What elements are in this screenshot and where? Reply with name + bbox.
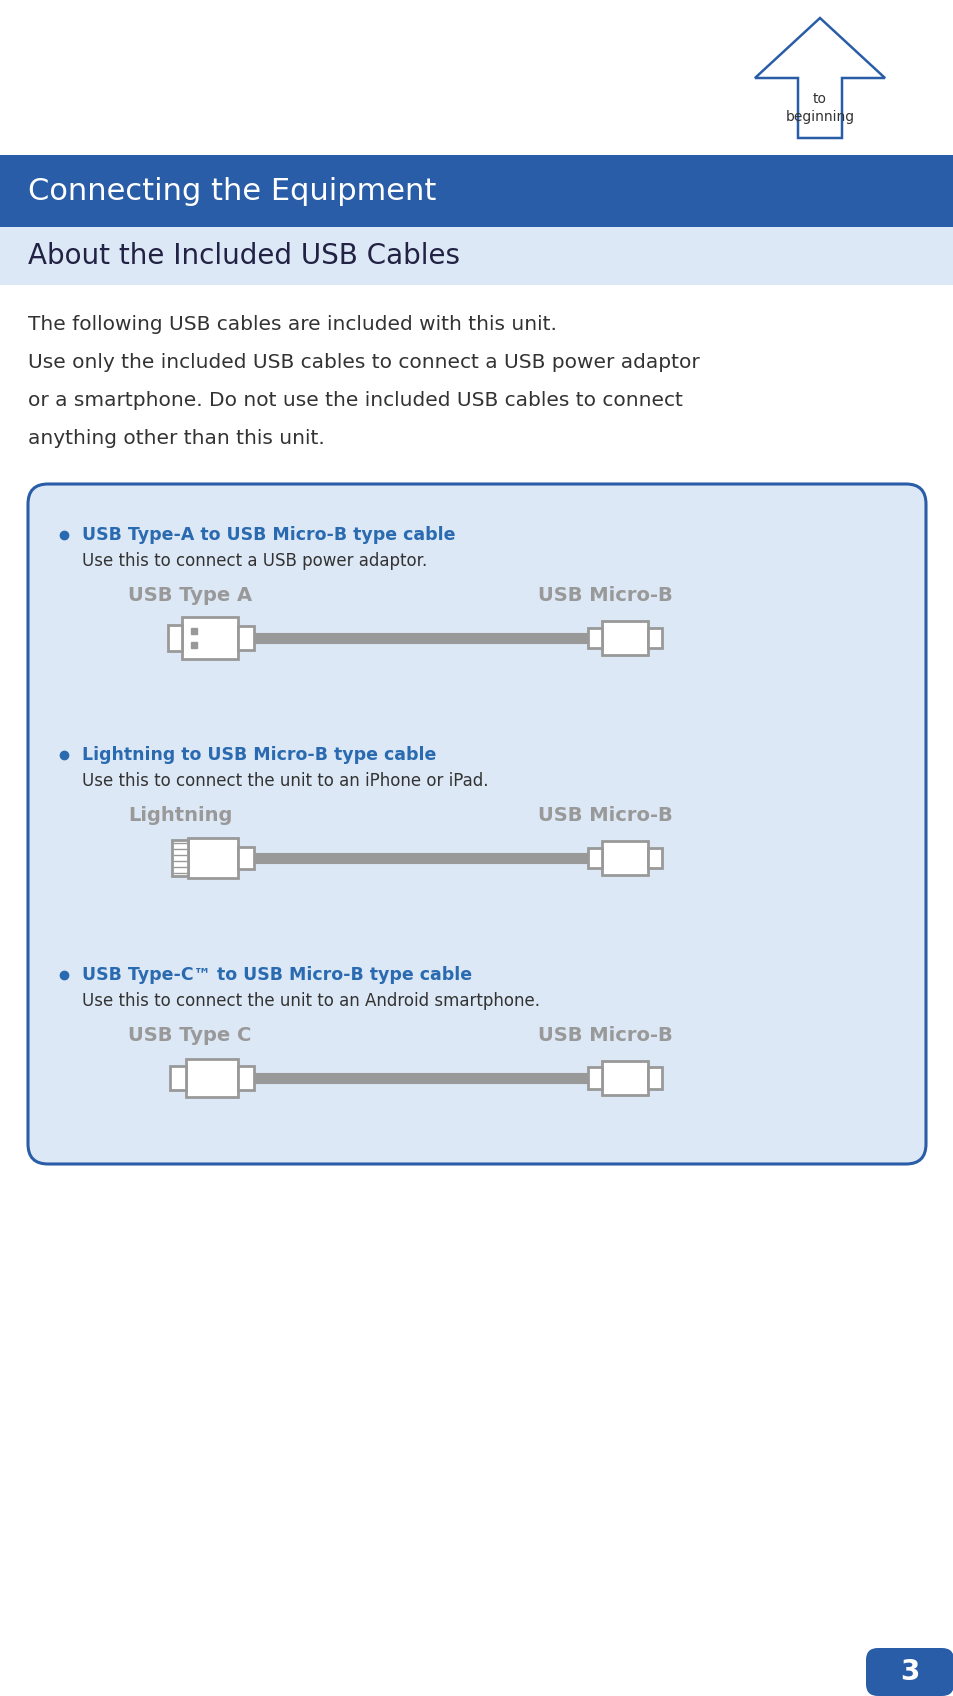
FancyBboxPatch shape <box>601 621 647 655</box>
Text: to: to <box>812 92 826 105</box>
FancyBboxPatch shape <box>647 1067 661 1089</box>
FancyBboxPatch shape <box>172 840 188 877</box>
FancyBboxPatch shape <box>0 227 953 285</box>
Text: USB Micro-B: USB Micro-B <box>537 587 672 605</box>
FancyBboxPatch shape <box>587 628 601 648</box>
FancyBboxPatch shape <box>0 154 953 227</box>
Text: beginning: beginning <box>784 110 854 124</box>
FancyBboxPatch shape <box>168 626 182 651</box>
Text: or a smartphone. Do not use the included USB cables to connect: or a smartphone. Do not use the included… <box>28 392 682 410</box>
FancyBboxPatch shape <box>587 848 601 868</box>
FancyBboxPatch shape <box>601 841 647 875</box>
FancyBboxPatch shape <box>865 1649 953 1696</box>
FancyBboxPatch shape <box>587 1067 601 1089</box>
FancyBboxPatch shape <box>237 846 253 868</box>
Text: Use this to connect a USB power adaptor.: Use this to connect a USB power adaptor. <box>82 551 427 570</box>
FancyBboxPatch shape <box>170 1067 186 1091</box>
Text: USB Micro-B: USB Micro-B <box>537 806 672 824</box>
Text: Connecting the Equipment: Connecting the Equipment <box>28 176 436 205</box>
Text: Lightning: Lightning <box>128 806 233 824</box>
Text: USB Type-A to USB Micro-B type cable: USB Type-A to USB Micro-B type cable <box>82 526 455 544</box>
FancyBboxPatch shape <box>28 483 925 1163</box>
Text: USB Type-C™ to USB Micro-B type cable: USB Type-C™ to USB Micro-B type cable <box>82 967 472 984</box>
FancyBboxPatch shape <box>188 838 237 879</box>
Text: USB Micro-B: USB Micro-B <box>537 1026 672 1045</box>
Text: Use this to connect the unit to an iPhone or iPad.: Use this to connect the unit to an iPhon… <box>82 772 488 790</box>
FancyBboxPatch shape <box>647 628 661 648</box>
FancyBboxPatch shape <box>186 1058 237 1097</box>
Text: USB Type A: USB Type A <box>128 587 252 605</box>
Text: Use only the included USB cables to connect a USB power adaptor: Use only the included USB cables to conn… <box>28 353 699 371</box>
FancyBboxPatch shape <box>237 1067 253 1091</box>
FancyBboxPatch shape <box>647 848 661 868</box>
FancyBboxPatch shape <box>237 626 253 650</box>
Text: About the Included USB Cables: About the Included USB Cables <box>28 243 459 270</box>
Text: The following USB cables are included with this unit.: The following USB cables are included wi… <box>28 315 557 334</box>
Text: anything other than this unit.: anything other than this unit. <box>28 429 324 448</box>
Text: 3: 3 <box>900 1659 919 1686</box>
Text: Lightning to USB Micro-B type cable: Lightning to USB Micro-B type cable <box>82 746 436 763</box>
Text: Use this to connect the unit to an Android smartphone.: Use this to connect the unit to an Andro… <box>82 992 539 1011</box>
Text: USB Type C: USB Type C <box>128 1026 251 1045</box>
FancyBboxPatch shape <box>182 617 237 660</box>
FancyBboxPatch shape <box>601 1062 647 1096</box>
